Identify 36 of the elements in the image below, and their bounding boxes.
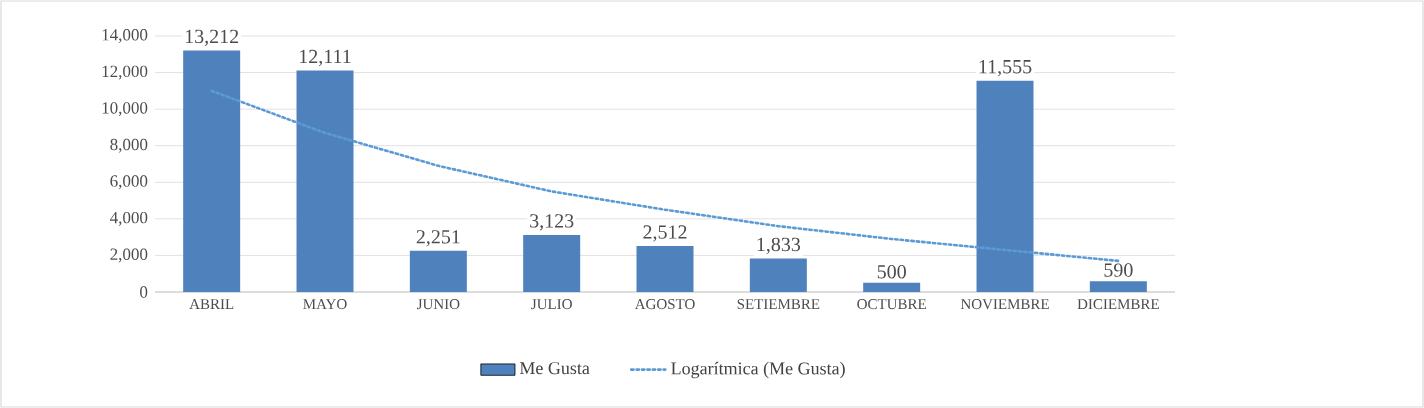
data-label: 12,111	[300, 49, 351, 67]
data-label: 590	[1104, 263, 1133, 277]
y-tick-label: 2,000	[110, 248, 148, 263]
x-tick-label: MAYO	[303, 299, 347, 310]
data-label: 11,555	[979, 60, 1032, 77]
y-tick-label: 4,000	[110, 211, 148, 226]
x-tick-label: AGOSTO	[634, 299, 695, 310]
data-label: 2,251	[416, 230, 460, 247]
data-label: 500	[877, 264, 906, 279]
bar	[863, 282, 921, 292]
y-tick-label: 10,000	[102, 102, 148, 117]
x-tick-label: DICIEMBRE	[1077, 299, 1159, 310]
data-label: 1,833	[757, 237, 801, 255]
y-tick-label: 0	[140, 286, 148, 298]
x-tick-label: OCTUBRE	[857, 299, 926, 310]
bar	[409, 250, 467, 292]
x-tick-label: NOVIEMBRE	[960, 299, 1049, 310]
y-tick-label: 8,000	[110, 138, 148, 153]
y-tick-label: 14,000	[102, 29, 148, 43]
legend-label: Me Gusta	[519, 362, 590, 375]
x-tick-label: JULIO	[531, 299, 572, 310]
bar	[636, 246, 694, 292]
x-tick-label: ABRIL	[189, 299, 234, 309]
data-label: 2,512	[643, 225, 687, 242]
y-tick-label: 6,000	[110, 175, 148, 190]
bar	[183, 50, 241, 292]
x-tick-label: JUNIO	[416, 299, 460, 310]
bar	[523, 234, 581, 292]
y-tick-label: 12,000	[102, 65, 148, 80]
data-label: 13,212	[185, 29, 239, 47]
data-label: 3,123	[530, 214, 574, 231]
bar	[1089, 281, 1147, 292]
legend-label: Logarítmica (Me Gusta)	[671, 361, 845, 379]
bar	[976, 80, 1034, 292]
x-tick-label: SETIEMBRE	[737, 299, 820, 310]
bar	[749, 258, 807, 292]
